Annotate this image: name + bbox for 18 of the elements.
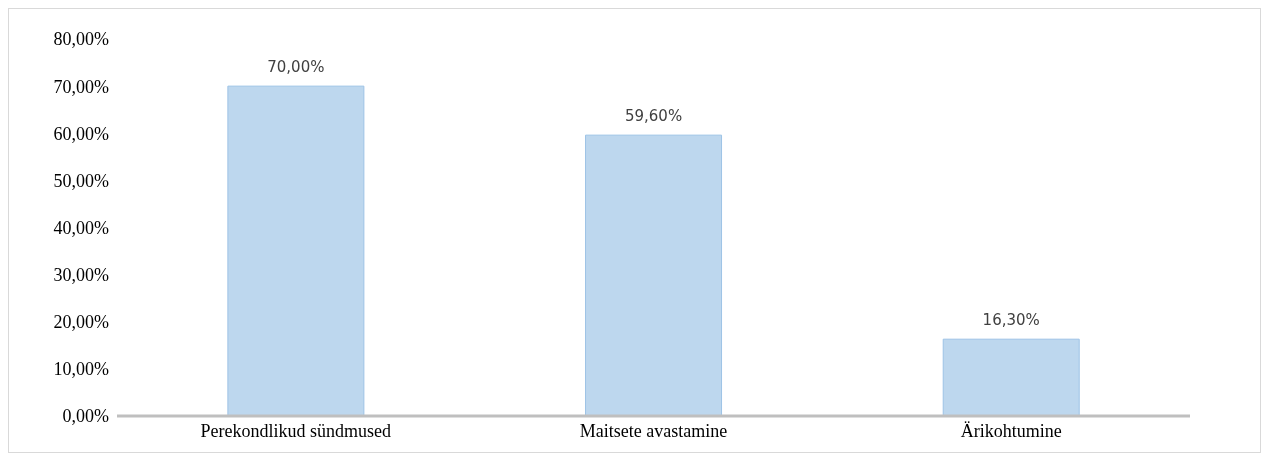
y-tick-label: 50,00% — [53, 170, 109, 191]
y-tick-label: 60,00% — [53, 123, 109, 144]
bar — [227, 85, 365, 416]
x-tick-label: Perekondlikud sündmused — [200, 420, 392, 441]
y-tick-label: 40,00% — [53, 217, 109, 238]
y-tick-label: 70,00% — [53, 76, 109, 97]
y-tick-label: 30,00% — [53, 265, 109, 286]
y-tick-label: 20,00% — [53, 312, 109, 333]
y-tick-label: 80,00% — [53, 29, 109, 50]
data-label: 70,00% — [267, 58, 325, 77]
y-tick-label: 10,00% — [53, 359, 109, 380]
data-label: 16,30% — [982, 311, 1040, 330]
y-tick-label: 0,00% — [62, 406, 109, 427]
x-tick-label: Maitsete avastamine — [579, 420, 728, 441]
x-tick-label: Ärikohtumine — [960, 420, 1062, 441]
data-label: 59,60% — [624, 107, 683, 126]
bar — [942, 338, 1080, 416]
bar — [585, 134, 723, 416]
